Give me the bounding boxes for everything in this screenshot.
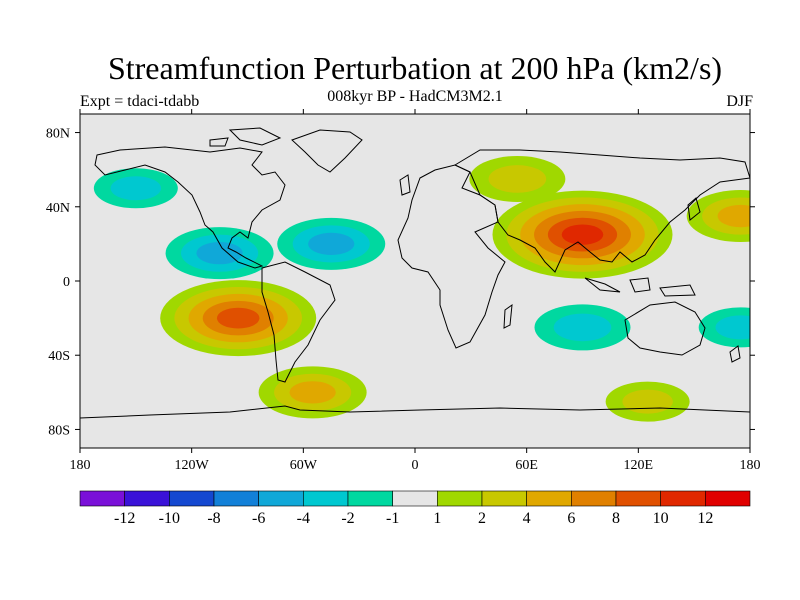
colorbar-swatch: [79, 490, 125, 507]
colorbar-swatch: [347, 490, 393, 507]
colorbar-swatch: [124, 490, 170, 507]
colorbar-swatch: [481, 490, 527, 507]
y-tick-label: 0: [63, 275, 70, 290]
coast-britain: [399, 174, 411, 196]
contour-field: [93, 155, 750, 422]
field-feature-south-atlantic-high: [258, 366, 367, 419]
y-tick-label: 80N: [46, 127, 70, 142]
field-feature-south-pacific-low: [698, 307, 750, 348]
y-tick-label: 80S: [48, 423, 70, 438]
field-feature-south-indian-high: [605, 381, 690, 422]
x-tick-label: 180: [740, 458, 761, 473]
contour-level: [289, 381, 336, 404]
contour-level: [488, 165, 547, 193]
field-feature-caribbean-low: [277, 217, 386, 270]
field-feature-mexico-low: [165, 227, 274, 280]
field-feature-south-pacific-high: [160, 280, 317, 357]
chart-subtitle: 008kyr BP - HadCM3M2.1: [327, 88, 503, 105]
coast-japan: [687, 197, 701, 221]
colorbar-label: -12: [114, 510, 135, 527]
field-feature-west-pacific-high: [686, 190, 750, 243]
colorbar-label: -10: [159, 510, 180, 527]
colorbar-label: 8: [612, 510, 620, 527]
coastlines: [80, 127, 750, 419]
colorbar-swatch: [169, 490, 215, 507]
coast-indonesia: [584, 277, 696, 297]
colorbar-label: 1: [433, 510, 441, 527]
contour-level: [622, 389, 673, 414]
coast-greenland: [291, 129, 363, 173]
coast-antarctica: [80, 405, 750, 419]
colorbar-swatch: [303, 490, 349, 507]
x-tick-label: 60E: [515, 458, 538, 473]
contour-level: [561, 224, 604, 245]
colorbar-swatch: [571, 490, 617, 507]
x-tick-label: 180: [70, 458, 91, 473]
y-tick-label: 40S: [48, 349, 70, 364]
colorbar-swatch: [392, 490, 438, 507]
contour-level: [553, 313, 612, 342]
coast-madagascar: [503, 303, 513, 329]
contour-level: [216, 307, 260, 329]
axes: 180 120W 60W 0 60E 120E 180 80N 40N 0 40S 80S: [46, 109, 761, 473]
contour-level: [308, 232, 355, 256]
coast-arctic-islands: [209, 127, 282, 147]
colorbar-swatch: [705, 490, 751, 507]
colorbar-label: -6: [252, 510, 265, 527]
colorbar-swatch: [660, 490, 706, 507]
colorbar-label: 2: [478, 510, 486, 527]
contour-level: [196, 242, 243, 265]
colorbar-label: 4: [523, 510, 531, 527]
colorbar-label: 10: [653, 510, 669, 527]
colorbar-label: -1: [386, 510, 399, 527]
colorbar-label: 12: [697, 510, 713, 527]
colorbar: -12 -10 -8 -6 -4 -2 -1 1 2 4 6 8 10 12: [79, 490, 751, 527]
contour-level: [715, 315, 750, 340]
colorbar-swatch: [437, 490, 483, 507]
plot-area: [79, 113, 751, 449]
experiment-label: Expt = tdaci-tdabb: [80, 93, 200, 110]
x-tick-label: 60W: [290, 458, 318, 473]
coast-north-america: [94, 146, 286, 269]
field-feature-eurasia-high: [469, 155, 566, 202]
contour-level: [110, 176, 162, 201]
field-feature-indian-ocean-low: [534, 304, 631, 351]
contour-level: [717, 204, 750, 228]
colorbar-swatch: [615, 490, 661, 507]
coast-australia: [624, 301, 706, 356]
y-tick-label: 40N: [46, 201, 70, 216]
chart-title: Streamfunction Perturbation at 200 hPa (…: [107, 50, 723, 86]
x-tick-label: 120W: [175, 458, 210, 473]
colorbar-label: -2: [341, 510, 354, 527]
colorbar-label: 6: [567, 510, 575, 527]
colorbar-swatch: [213, 490, 259, 507]
field-feature-north-pacific-low: [93, 168, 178, 209]
season-label: DJF: [726, 93, 753, 110]
coast-europe-africa: [397, 164, 506, 349]
colorbar-label: -8: [207, 510, 220, 527]
colorbar-label: -4: [297, 510, 310, 527]
coast-south-america: [261, 261, 336, 383]
x-tick-label: 0: [412, 458, 419, 473]
x-tick-label: 120E: [624, 458, 654, 473]
field-feature-tibet-anticyclone: [492, 190, 673, 279]
coast-asia: [453, 149, 750, 273]
coast-new-zealand: [729, 345, 741, 363]
colorbar-swatch: [526, 490, 572, 507]
colorbar-swatch: [258, 490, 304, 507]
